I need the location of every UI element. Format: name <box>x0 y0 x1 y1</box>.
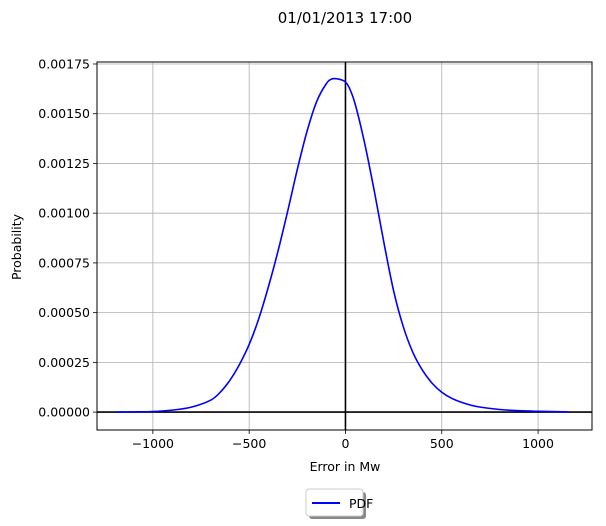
y-axis-ticks: 0.00000 0.00025 0.00050 0.00075 0.00100 0.001… <box>38 56 97 420</box>
reference-lines <box>97 62 592 430</box>
y-axis-label: Probability <box>9 213 24 280</box>
x-tick-label: −1000 <box>132 436 174 451</box>
legend: PDF <box>305 488 373 519</box>
plot-frame <box>96 61 593 431</box>
x-axis-label: Error in Mw <box>310 459 381 474</box>
y-tick-label: 0.00000 <box>38 405 90 420</box>
y-tick-label: 0.00150 <box>38 106 90 121</box>
grid-layer <box>97 62 592 430</box>
y-tick-label: 0.00025 <box>38 355 90 370</box>
legend-label-pdf: PDF <box>349 496 373 511</box>
series-layer <box>116 77 569 413</box>
x-axis-ticks: −1000 −500 0 500 1000 <box>132 430 554 451</box>
y-tick-label: 0.00100 <box>38 206 90 221</box>
y-tick-label: 0.00175 <box>38 56 90 71</box>
series-line-pdf <box>116 77 569 413</box>
x-tick-label: −500 <box>232 436 266 451</box>
chart-title: 01/01/2013 17:00 <box>278 9 412 27</box>
y-tick-label: 0.00050 <box>38 305 90 320</box>
x-tick-label: 1000 <box>522 436 554 451</box>
x-tick-label: 500 <box>430 436 454 451</box>
y-tick-label: 0.00125 <box>38 156 90 171</box>
y-tick-label: 0.00075 <box>38 255 90 270</box>
x-tick-label: 0 <box>341 436 349 451</box>
